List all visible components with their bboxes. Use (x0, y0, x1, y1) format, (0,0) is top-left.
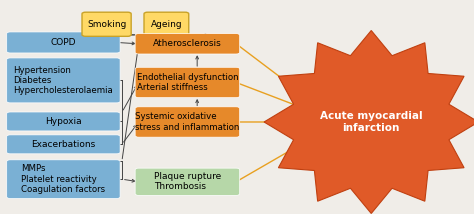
Polygon shape (264, 31, 474, 214)
Text: Atherosclerosis: Atherosclerosis (153, 39, 222, 48)
Text: Plaque rupture
Thrombosis: Plaque rupture Thrombosis (154, 172, 221, 192)
Text: Acute myocardial
infarction: Acute myocardial infarction (320, 111, 422, 133)
FancyBboxPatch shape (7, 32, 120, 53)
FancyBboxPatch shape (144, 12, 189, 36)
Text: Systemic oxidative
stress and inflammation: Systemic oxidative stress and inflammati… (135, 112, 240, 132)
FancyBboxPatch shape (135, 34, 240, 54)
Text: Hypertension
Diabetes
Hypercholesterolaemia: Hypertension Diabetes Hypercholesterolae… (14, 65, 113, 95)
Text: COPD: COPD (51, 38, 76, 47)
Text: Smoking: Smoking (87, 20, 126, 29)
Text: Exacerbations: Exacerbations (31, 140, 96, 149)
Text: Endothelial dysfunction
Arterial stiffness: Endothelial dysfunction Arterial stiffne… (137, 73, 238, 92)
FancyBboxPatch shape (135, 67, 240, 98)
Text: Ageing: Ageing (151, 20, 182, 29)
FancyBboxPatch shape (7, 160, 120, 199)
FancyBboxPatch shape (82, 12, 131, 36)
FancyBboxPatch shape (7, 135, 120, 154)
FancyBboxPatch shape (7, 58, 120, 103)
Text: Hypoxia: Hypoxia (45, 117, 82, 126)
FancyBboxPatch shape (135, 107, 240, 137)
FancyBboxPatch shape (7, 112, 120, 131)
FancyBboxPatch shape (135, 168, 240, 195)
Text: MMPs
Platelet reactivity
Coagulation factors: MMPs Platelet reactivity Coagulation fac… (21, 164, 105, 194)
